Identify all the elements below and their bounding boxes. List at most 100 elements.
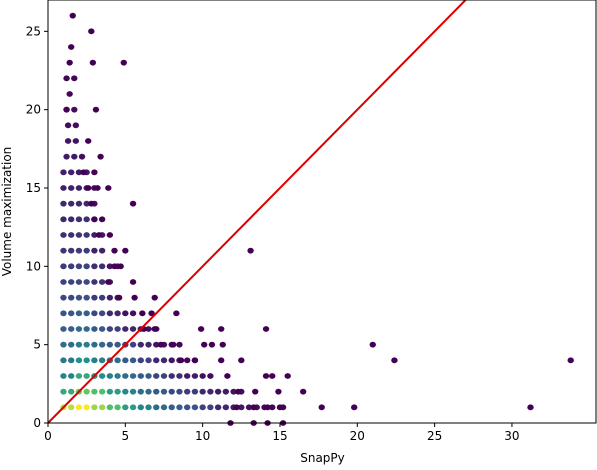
scatter-point [153, 388, 160, 395]
scatter-point [67, 404, 75, 411]
scatter-point [114, 310, 121, 317]
scatter-point [137, 341, 144, 348]
scatter-point [218, 326, 225, 332]
scatter-point [88, 200, 95, 207]
scatter-point [60, 185, 67, 191]
x-tick-label: 30 [504, 429, 519, 443]
scatter-point [207, 404, 214, 411]
scatter-point [191, 404, 199, 411]
scatter-point [72, 138, 80, 144]
scatter-point [129, 326, 137, 332]
scatter-point [122, 247, 129, 254]
scatter-point [98, 341, 106, 348]
scatter-point [88, 28, 95, 35]
scatter-point [106, 404, 114, 411]
scatter-point [170, 341, 177, 348]
scatter-point [173, 310, 180, 317]
scatter-point [114, 357, 121, 364]
scatter-point [183, 388, 191, 395]
scatter-point [238, 404, 245, 411]
scatter-point [67, 310, 75, 317]
scatter-point [238, 357, 245, 364]
scatter-point [75, 232, 83, 238]
scatter-point [168, 404, 175, 411]
scatter-point [60, 357, 67, 364]
scatter-point [160, 373, 168, 379]
scatter-point [250, 404, 257, 411]
scatter-point [67, 373, 75, 379]
scatter-point [129, 200, 137, 207]
scatter-point [83, 357, 90, 364]
scatter-point [114, 326, 121, 332]
scatter-point [67, 263, 75, 270]
scatter-point [567, 357, 574, 364]
scatter-point [67, 44, 75, 50]
scatter-point [168, 373, 175, 379]
scatter-point [78, 153, 86, 160]
scatter-point [207, 373, 214, 379]
x-axis-ticks: 0 5 10 15 20 25 30 [44, 423, 520, 443]
scatter-point [129, 310, 137, 317]
scatter-point [72, 122, 80, 129]
scatter-point [98, 357, 106, 364]
scatter-point [60, 326, 67, 332]
scatter-point [153, 404, 160, 411]
scatter-point [207, 388, 214, 395]
scatter-point [200, 341, 208, 348]
y-tick-label: 20 [26, 103, 41, 117]
scatter-point [91, 294, 98, 301]
scatter-point [83, 294, 90, 301]
scatter-point [122, 326, 129, 332]
scatter-point [92, 106, 100, 113]
scatter-point [67, 185, 75, 191]
scatter-point [75, 185, 83, 191]
scatter-point [60, 310, 67, 317]
scatter-point [197, 326, 205, 332]
scatter-point [98, 263, 106, 270]
scatter-point [129, 279, 137, 285]
scatter-point [199, 388, 206, 395]
scatter-point [106, 310, 114, 317]
scatter-point [64, 138, 72, 144]
scatter-point [145, 326, 152, 332]
scatter-point [67, 294, 75, 301]
scatter-point [98, 216, 106, 223]
scatter-point [160, 388, 168, 395]
scatter-point [129, 373, 137, 379]
scatter-point [60, 294, 67, 301]
x-tick-label: 20 [350, 429, 365, 443]
scatter-point [71, 153, 78, 160]
scatter-point [83, 373, 90, 379]
scatter-point [262, 326, 270, 332]
scatter-point [91, 263, 98, 270]
scatter-point [176, 341, 183, 348]
scatter-point [83, 310, 90, 317]
scatter-point [91, 279, 98, 285]
scatter-point [60, 388, 67, 395]
scatter-point [71, 75, 78, 82]
scatter-point [151, 326, 158, 332]
scatter-point [75, 341, 83, 348]
scatter-point [264, 404, 271, 411]
scatter-point [122, 357, 129, 364]
scatter-point [105, 279, 112, 285]
plot-frame [47, 0, 597, 424]
scatter-point [230, 388, 237, 395]
scatter-point [222, 404, 230, 411]
scatter-point [75, 247, 83, 254]
scatter-point [98, 373, 106, 379]
scatter-point [67, 232, 75, 238]
scatter-point [148, 310, 155, 317]
scatter-point [67, 200, 75, 207]
scatter-point [91, 326, 98, 332]
scatter-point [224, 373, 231, 379]
scatter-point [299, 388, 307, 395]
scatter-point [269, 373, 276, 379]
scatter-point [137, 388, 144, 395]
scatter-point [351, 404, 358, 411]
scatter-point [160, 404, 168, 411]
reference-line [47, 0, 467, 424]
scatter-point [233, 404, 240, 411]
scatter-point [114, 388, 121, 395]
scatter-point [183, 404, 191, 411]
